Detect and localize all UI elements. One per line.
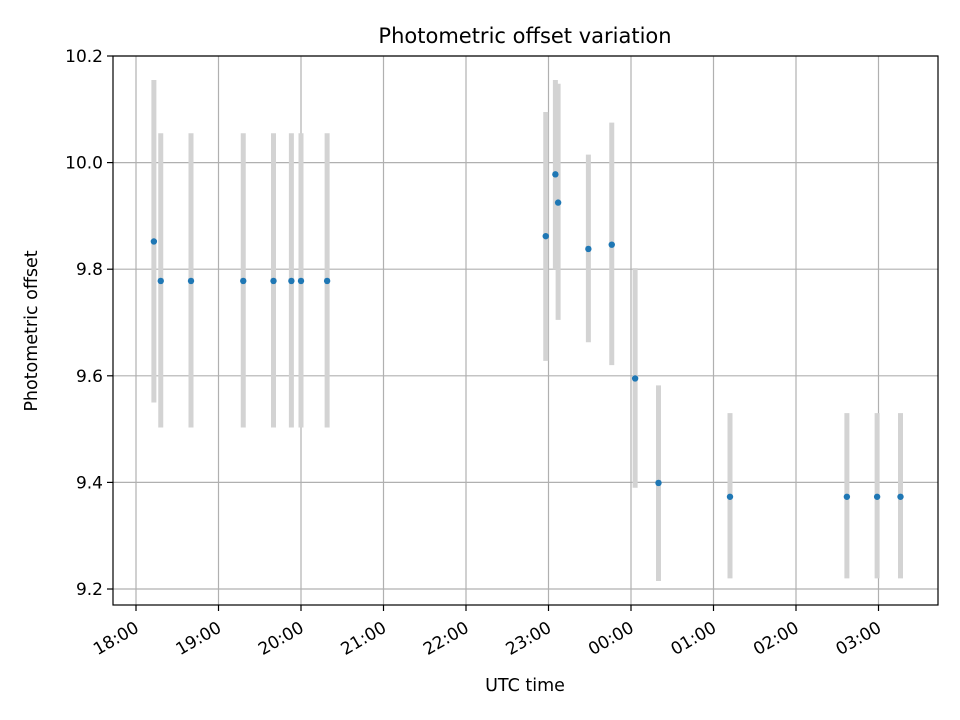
- data-point: [726, 493, 734, 500]
- data-point: [270, 277, 277, 285]
- x-tick-label: 02:00: [750, 618, 802, 660]
- chart-title: Photometric offset variation: [378, 24, 671, 48]
- data-point: [157, 277, 164, 285]
- y-tick-label: 9.4: [76, 473, 103, 493]
- data-point: [297, 277, 305, 285]
- x-tick-label: 00:00: [585, 618, 637, 660]
- data-point: [608, 241, 615, 248]
- plot-area-frame: [112, 55, 939, 606]
- data-point: [655, 479, 662, 487]
- y-tick-label: 9.2: [76, 580, 103, 600]
- y-tick-label: 9.8: [76, 260, 103, 280]
- x-axis-ticks: 18:00 19:00 20:00 21:00 22:00 23:00 00:00 01:00…: [90, 605, 885, 660]
- x-tick-label: 01:00: [668, 618, 720, 660]
- x-tick-label: 22:00: [420, 618, 472, 660]
- data-point: [552, 171, 559, 178]
- x-axis-label: UTC time: [485, 676, 565, 696]
- data-point: [585, 245, 592, 253]
- data-point: [187, 277, 195, 285]
- x-tick-label: 21:00: [338, 618, 390, 660]
- data-point: [554, 199, 562, 206]
- x-tick-label: 19:00: [173, 618, 225, 660]
- data-point-layer: [150, 171, 904, 500]
- data-point: [873, 493, 881, 500]
- data-point: [323, 277, 331, 285]
- data-point: [288, 277, 295, 285]
- x-tick-label: 23:00: [503, 618, 555, 660]
- data-point: [150, 238, 158, 245]
- y-tick-label: 9.6: [76, 367, 103, 387]
- data-point: [542, 232, 549, 240]
- y-tick-label: 10.2: [65, 47, 103, 67]
- data-point: [897, 493, 904, 500]
- data-point: [843, 493, 851, 500]
- grid-layer: [113, 55, 938, 605]
- y-axis-ticks: 9.2 9.4 9.6 9.8 10.0 10.2: [65, 47, 113, 600]
- x-tick-label: 03:00: [833, 618, 885, 660]
- x-tick-label: 18:00: [90, 618, 142, 660]
- y-tick-label: 10.0: [65, 154, 103, 174]
- data-point: [240, 277, 247, 285]
- error-bar-layer: [151, 79, 903, 582]
- data-point: [631, 375, 639, 382]
- y-axis-label: Photometric offset: [22, 250, 42, 411]
- x-tick-label: 20:00: [255, 618, 307, 660]
